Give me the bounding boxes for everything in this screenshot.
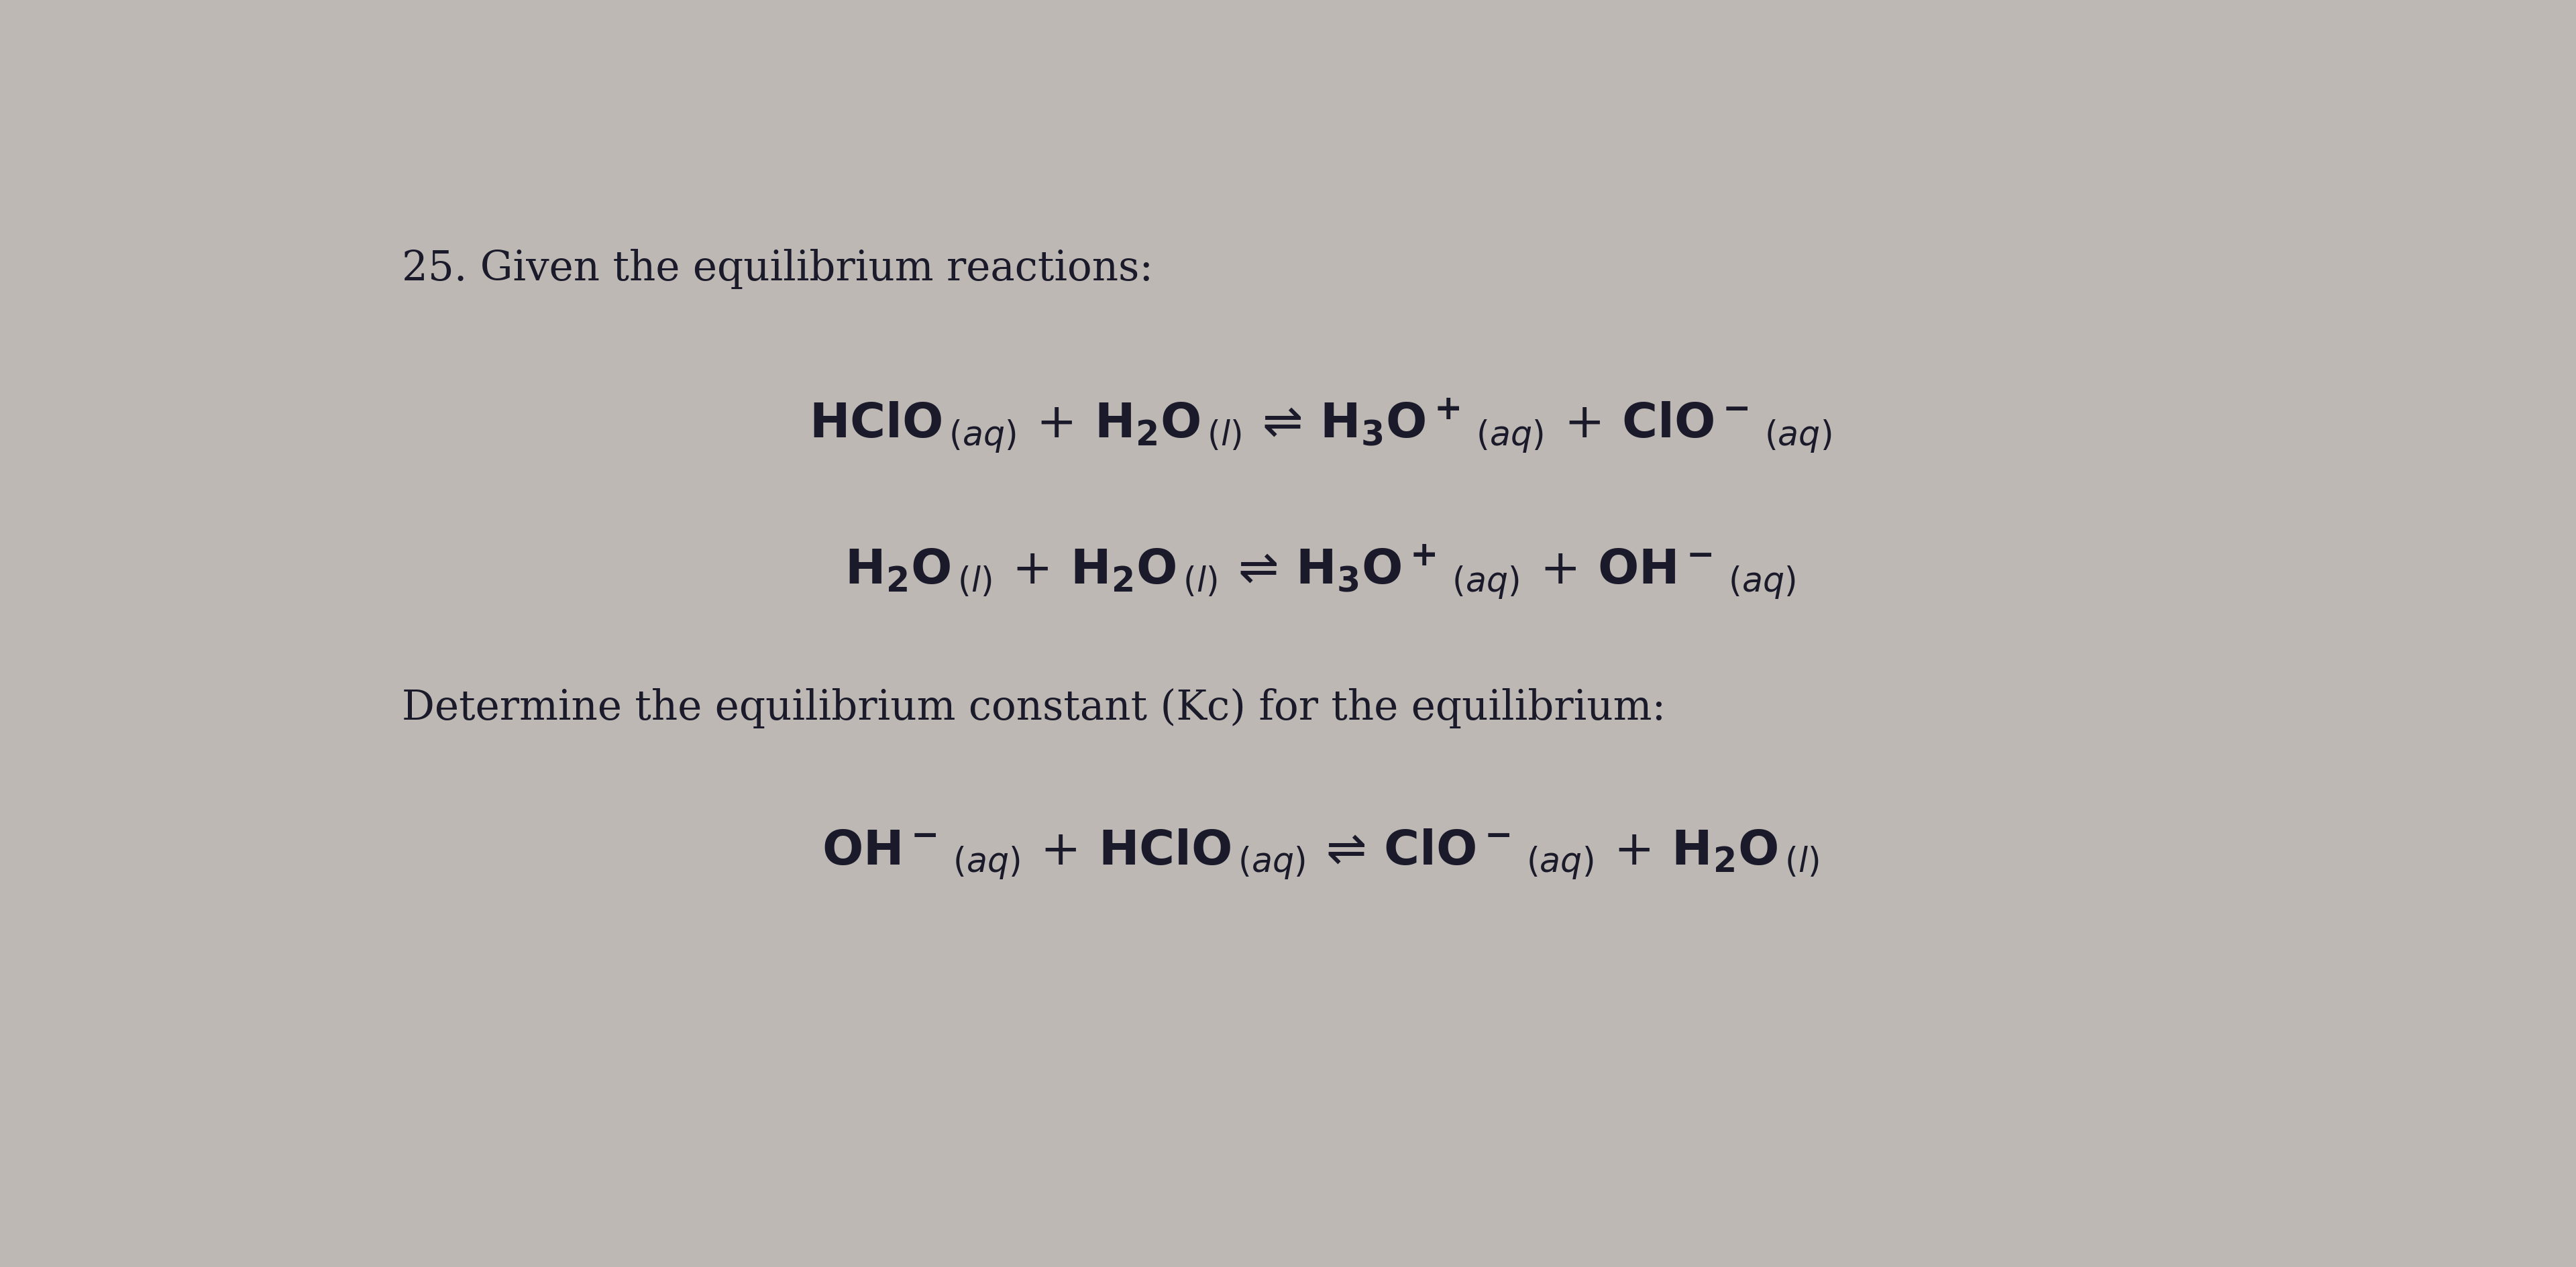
Text: Determine the equilibrium constant (Kc) for the equilibrium:: Determine the equilibrium constant (Kc) … (402, 688, 1667, 729)
Text: $\mathbf{H_2O}_{\,(l)}\,+\,\mathbf{H_2O}_{\,(l)}\,\rightleftharpoons\,\mathbf{H_: $\mathbf{H_2O}_{\,(l)}\,+\,\mathbf{H_2O}… (845, 542, 1795, 601)
Text: $\mathbf{OH^-}_{\,(aq)}\,+\,\mathbf{HClO}_{\,(aq)}\,\rightleftharpoons\,\mathbf{: $\mathbf{OH^-}_{\,(aq)}\,+\,\mathbf{HClO… (822, 827, 1819, 882)
Text: 25. Given the equilibrium reactions:: 25. Given the equilibrium reactions: (402, 250, 1154, 289)
Text: $\mathbf{HClO}_{\,(aq)}\,+\,\mathbf{H_2O}_{\,(l)}\,\rightleftharpoons\,\mathbf{H: $\mathbf{HClO}_{\,(aq)}\,+\,\mathbf{H_2O… (809, 397, 1832, 455)
